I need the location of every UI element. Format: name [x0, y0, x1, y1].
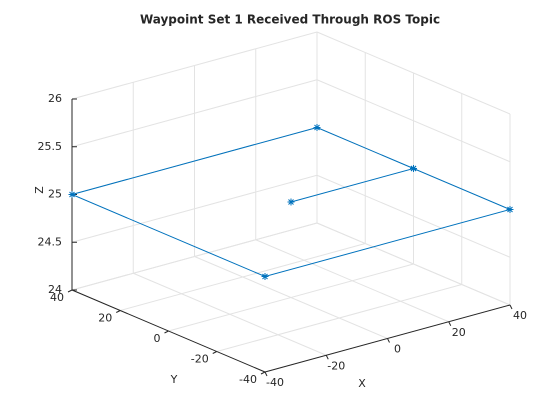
grid-line [216, 284, 462, 352]
grid-line [316, 31, 511, 115]
y-axis-label: Y [170, 373, 178, 386]
y-tick-label: -20 [191, 353, 209, 366]
z-axis-label: Z [33, 186, 46, 194]
data-marker [313, 124, 321, 131]
y-tick-label: -40 [239, 373, 257, 386]
y-tick [260, 371, 266, 375]
z-tick-label: 25.5 [38, 140, 63, 153]
data-marker [506, 206, 514, 213]
x-tick-label: 0 [394, 343, 401, 356]
grid-line [71, 79, 318, 148]
z-tick-label: 24 [48, 283, 62, 296]
x-axis-label: X [358, 377, 366, 390]
data-marker [410, 165, 417, 172]
x-tick [264, 371, 268, 377]
y-tick-label: 20 [98, 312, 112, 325]
grid-line [168, 263, 414, 332]
x-tick-label: -40 [266, 376, 284, 389]
y-tick [116, 310, 121, 313]
x-tick [325, 355, 329, 360]
data-marker [68, 191, 76, 198]
grid-line [120, 243, 366, 311]
chart-title: Waypoint Set 1 Received Through ROS Topi… [140, 13, 440, 27]
grid-line [316, 222, 511, 306]
x-tick [448, 321, 452, 326]
x-tick-label: 40 [513, 309, 527, 322]
y-tick [212, 351, 217, 354]
data-marker [261, 273, 269, 280]
z-tick-label: 25 [48, 188, 62, 201]
grid-line [71, 174, 318, 243]
grid-line [316, 174, 511, 258]
y-tick [67, 289, 73, 293]
data-marker [287, 198, 295, 206]
x-tick [509, 304, 513, 310]
y-tick-label: 0 [154, 332, 161, 345]
y-tick [164, 330, 169, 334]
y-tick-label: 40 [50, 291, 64, 304]
grid-line [316, 79, 511, 163]
x-tick [387, 338, 390, 343]
x-tick-label: 20 [452, 326, 466, 339]
z-tick-label: 26 [48, 92, 62, 105]
grid-line [71, 31, 318, 100]
x-tick-label: -20 [327, 359, 345, 372]
grid-line [71, 222, 318, 291]
z-tick-label: 24.5 [38, 235, 63, 248]
